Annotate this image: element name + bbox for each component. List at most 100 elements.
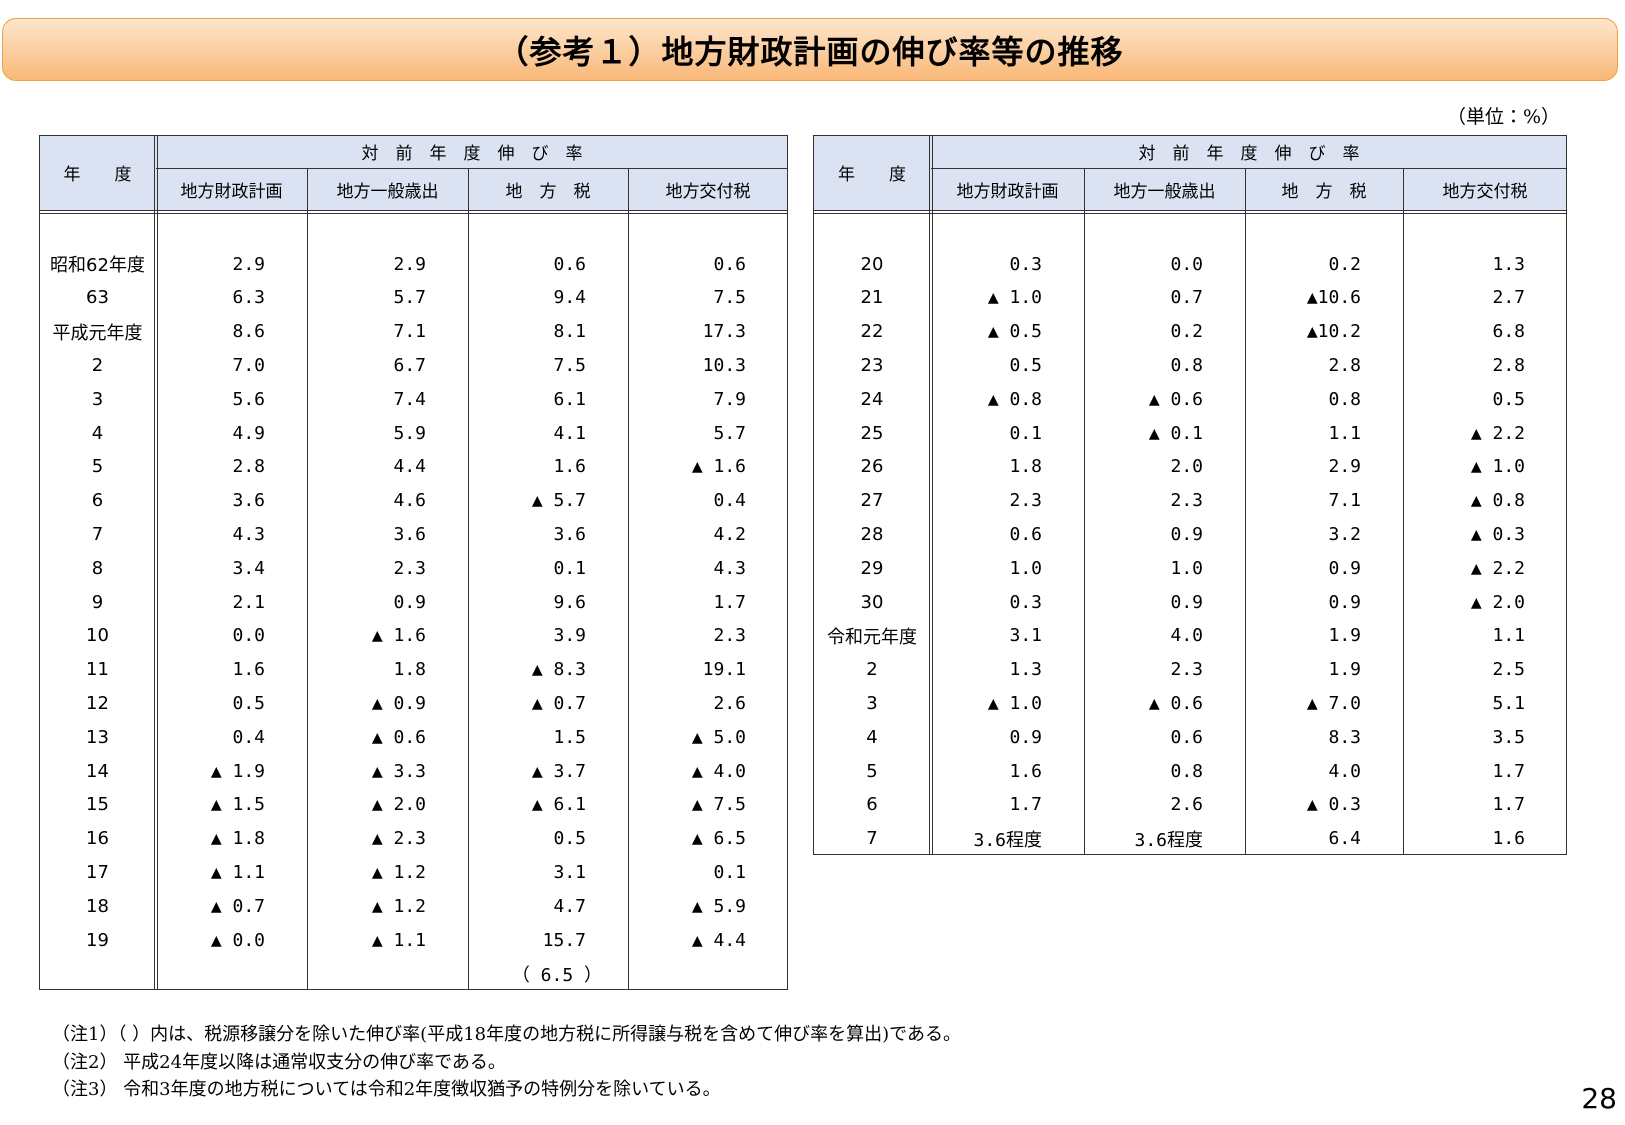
value-cell: 2.8 — [1492, 354, 1525, 376]
value-cell: ▲ 1.0 — [987, 692, 1042, 714]
value-cell: 2.6 — [713, 692, 746, 714]
value-cell: ▲ 7.0 — [1306, 692, 1361, 714]
value-cell: 7.5 — [553, 354, 586, 376]
value-cell: 1.6 — [232, 659, 265, 681]
table — [39, 135, 788, 990]
value-cell: ▲ 2.0 — [371, 794, 426, 816]
rule — [813, 213, 1567, 214]
value-cell: 0.0 — [1170, 253, 1203, 275]
value-cell: 5.9 — [393, 422, 426, 444]
year-cell: 18 — [86, 895, 109, 917]
value-cell: 4.6 — [393, 490, 426, 512]
year-cell: 12 — [86, 692, 109, 714]
value-cell: 0.5 — [1009, 354, 1042, 376]
value-cell: 0.9 — [393, 591, 426, 613]
value-cell: 7.9 — [713, 388, 746, 410]
value-cell: ▲ 0.7 — [531, 692, 586, 714]
value-cell: 3.9 — [553, 625, 586, 647]
rule — [813, 210, 1567, 211]
value-cell: ▲ 3.3 — [371, 760, 426, 782]
value-cell: 1.3 — [1009, 659, 1042, 681]
value-cell: 0.9 — [1170, 523, 1203, 545]
year-cell: 30 — [860, 591, 884, 613]
value-cell: 0.6 — [713, 253, 746, 275]
rule — [1084, 168, 1085, 855]
year-cell: 25 — [860, 422, 884, 444]
value-cell: 0.9 — [1009, 726, 1042, 748]
value-cell: ▲10.2 — [1306, 321, 1361, 343]
value-cell: 0.7 — [1170, 287, 1203, 309]
rule — [157, 135, 158, 990]
value-cell: 2.9 — [232, 253, 265, 275]
rule — [39, 213, 788, 214]
value-cell: ▲ 5.9 — [691, 895, 746, 917]
year-cell: 17 — [86, 861, 109, 883]
value-cell: 3.6程度 — [973, 829, 1042, 851]
value-cell: ▲ 1.1 — [210, 861, 265, 883]
year-cell: 14 — [86, 760, 109, 782]
value-cell: 3.6程度 — [1134, 829, 1203, 851]
value-cell: 7.4 — [393, 388, 426, 410]
value-cell: 3.6 — [393, 523, 426, 545]
value-cell: 1.7 — [1009, 794, 1042, 816]
value-cell: ▲ 0.3 — [1470, 523, 1525, 545]
page-number: 28 — [1581, 1082, 1617, 1115]
value-cell: ▲ 1.2 — [371, 895, 426, 917]
value-cell: 5.1 — [1492, 692, 1525, 714]
year-cell: 昭和62年度 — [50, 255, 145, 276]
value-cell: 7.0 — [232, 354, 265, 376]
rule — [931, 168, 1567, 169]
year-cell: 23 — [860, 354, 884, 376]
value-cell: 3.2 — [1328, 523, 1361, 545]
value-cell: 0.5 — [1492, 388, 1525, 410]
value-cell: 0.5 — [232, 692, 265, 714]
value-cell: 4.3 — [713, 557, 746, 579]
year-cell: 6 — [91, 490, 104, 512]
value-cell: 2.3 — [1170, 659, 1203, 681]
value-cell: 1.1 — [1328, 422, 1361, 444]
value-cell: ▲ 1.9 — [210, 760, 265, 782]
value-cell: 3.5 — [1492, 726, 1525, 748]
value-cell: 1.8 — [1009, 456, 1042, 478]
value-cell: 2.0 — [1170, 456, 1203, 478]
value-cell: 0.8 — [1170, 760, 1203, 782]
value-cell: ▲ 7.5 — [691, 794, 746, 816]
value-cell: 2.8 — [1328, 354, 1361, 376]
value-cell: 3.6 — [232, 490, 265, 512]
year-cell: 5 — [91, 456, 104, 478]
year-cell: 22 — [860, 321, 884, 343]
value-cell: ▲ 0.5 — [987, 321, 1042, 343]
rule — [929, 135, 930, 855]
value-cell: 1.7 — [1492, 760, 1525, 782]
value-cell: 2.6 — [1170, 794, 1203, 816]
value-cell: 0.4 — [232, 726, 265, 748]
value-cell: 0.8 — [1328, 388, 1361, 410]
column-header: 地方交付税 — [1442, 181, 1528, 202]
header-bg — [814, 136, 1566, 210]
value-cell: ▲ 2.2 — [1470, 422, 1525, 444]
unit-label: （単位：%） — [1446, 106, 1560, 128]
rule — [156, 168, 788, 169]
value-cell: 1.9 — [1328, 659, 1361, 681]
value-cell: 1.0 — [1009, 557, 1042, 579]
value-cell: 9.4 — [553, 287, 586, 309]
value-cell: 6.8 — [1492, 321, 1525, 343]
value-cell: ▲ 1.5 — [210, 794, 265, 816]
value-cell: 7.5 — [713, 287, 746, 309]
value-cell: 3.1 — [553, 861, 586, 883]
value-cell: ▲ 2.2 — [1470, 557, 1525, 579]
value-cell: 0.1 — [553, 557, 586, 579]
rule — [154, 135, 155, 990]
value-cell: 0.0 — [232, 625, 265, 647]
rule — [1245, 168, 1246, 855]
value-cell: 17.3 — [702, 321, 746, 343]
value-cell: 2.8 — [232, 456, 265, 478]
value-cell: 9.6 — [553, 591, 586, 613]
value-cell: 6.1 — [553, 388, 586, 410]
value-cell: 0.2 — [1170, 321, 1203, 343]
value-cell: 6.7 — [393, 354, 426, 376]
rule — [39, 210, 788, 211]
value-cell: 1.6 — [1009, 760, 1042, 782]
value-cell: 2.9 — [1328, 456, 1361, 478]
